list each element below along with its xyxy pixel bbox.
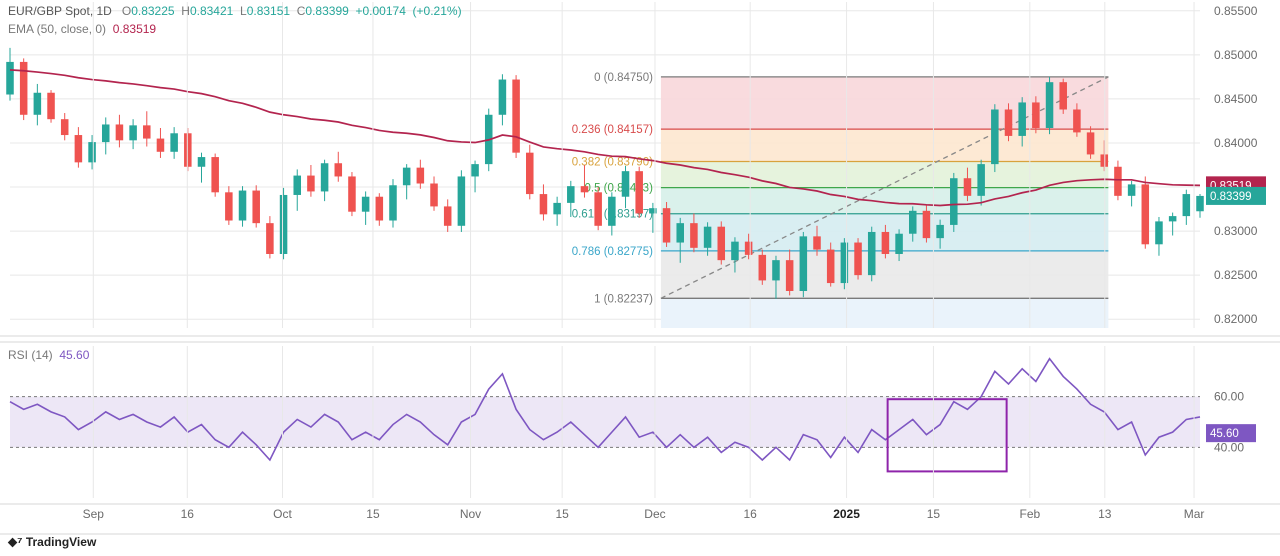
svg-text:16: 16 xyxy=(744,507,758,521)
svg-text:Nov: Nov xyxy=(460,507,481,521)
interval: 1D xyxy=(97,4,112,18)
svg-text:15: 15 xyxy=(555,507,569,521)
svg-text:2025: 2025 xyxy=(833,507,860,521)
svg-text:0.83000: 0.83000 xyxy=(1214,224,1258,238)
svg-text:45.60: 45.60 xyxy=(1210,428,1239,440)
svg-text:0.786 (0.82775): 0.786 (0.82775) xyxy=(572,246,653,258)
svg-text:Mar: Mar xyxy=(1184,507,1205,521)
svg-text:0.85500: 0.85500 xyxy=(1214,4,1258,18)
svg-text:0.82500: 0.82500 xyxy=(1214,268,1258,282)
svg-text:0.84500: 0.84500 xyxy=(1214,92,1258,106)
svg-text:15: 15 xyxy=(927,507,941,521)
svg-text:1 (0.82237): 1 (0.82237) xyxy=(594,293,653,305)
svg-text:60.00: 60.00 xyxy=(1214,390,1244,404)
svg-text:0.83399: 0.83399 xyxy=(1210,191,1252,203)
chart-canvas[interactable]: 0.855000.850000.845000.840000.835000.830… xyxy=(0,0,1280,556)
svg-text:Sep: Sep xyxy=(83,507,105,521)
svg-text:0.84000: 0.84000 xyxy=(1214,136,1258,150)
svg-text:16: 16 xyxy=(181,507,195,521)
ema-legend: EMA (50, close, 0) 0.83519 xyxy=(8,22,156,36)
tradingview-logo: ⬥⁷ TradingView xyxy=(8,534,96,550)
svg-text:0.85000: 0.85000 xyxy=(1214,48,1258,62)
svg-text:13: 13 xyxy=(1098,507,1112,521)
symbol: EUR/GBP Spot xyxy=(8,4,90,18)
svg-text:40.00: 40.00 xyxy=(1214,440,1244,454)
svg-text:Oct: Oct xyxy=(273,507,292,521)
svg-text:0.236 (0.84157): 0.236 (0.84157) xyxy=(572,124,653,136)
svg-text:Dec: Dec xyxy=(644,507,665,521)
svg-text:0.82000: 0.82000 xyxy=(1214,312,1258,326)
price-legend: EUR/GBP Spot, 1D O0.83225 H0.83421 L0.83… xyxy=(8,4,462,18)
svg-text:15: 15 xyxy=(366,507,380,521)
svg-text:0 (0.84750): 0 (0.84750) xyxy=(594,72,653,84)
svg-text:Feb: Feb xyxy=(1019,507,1040,521)
rsi-legend: RSI (14) 45.60 xyxy=(8,348,89,362)
